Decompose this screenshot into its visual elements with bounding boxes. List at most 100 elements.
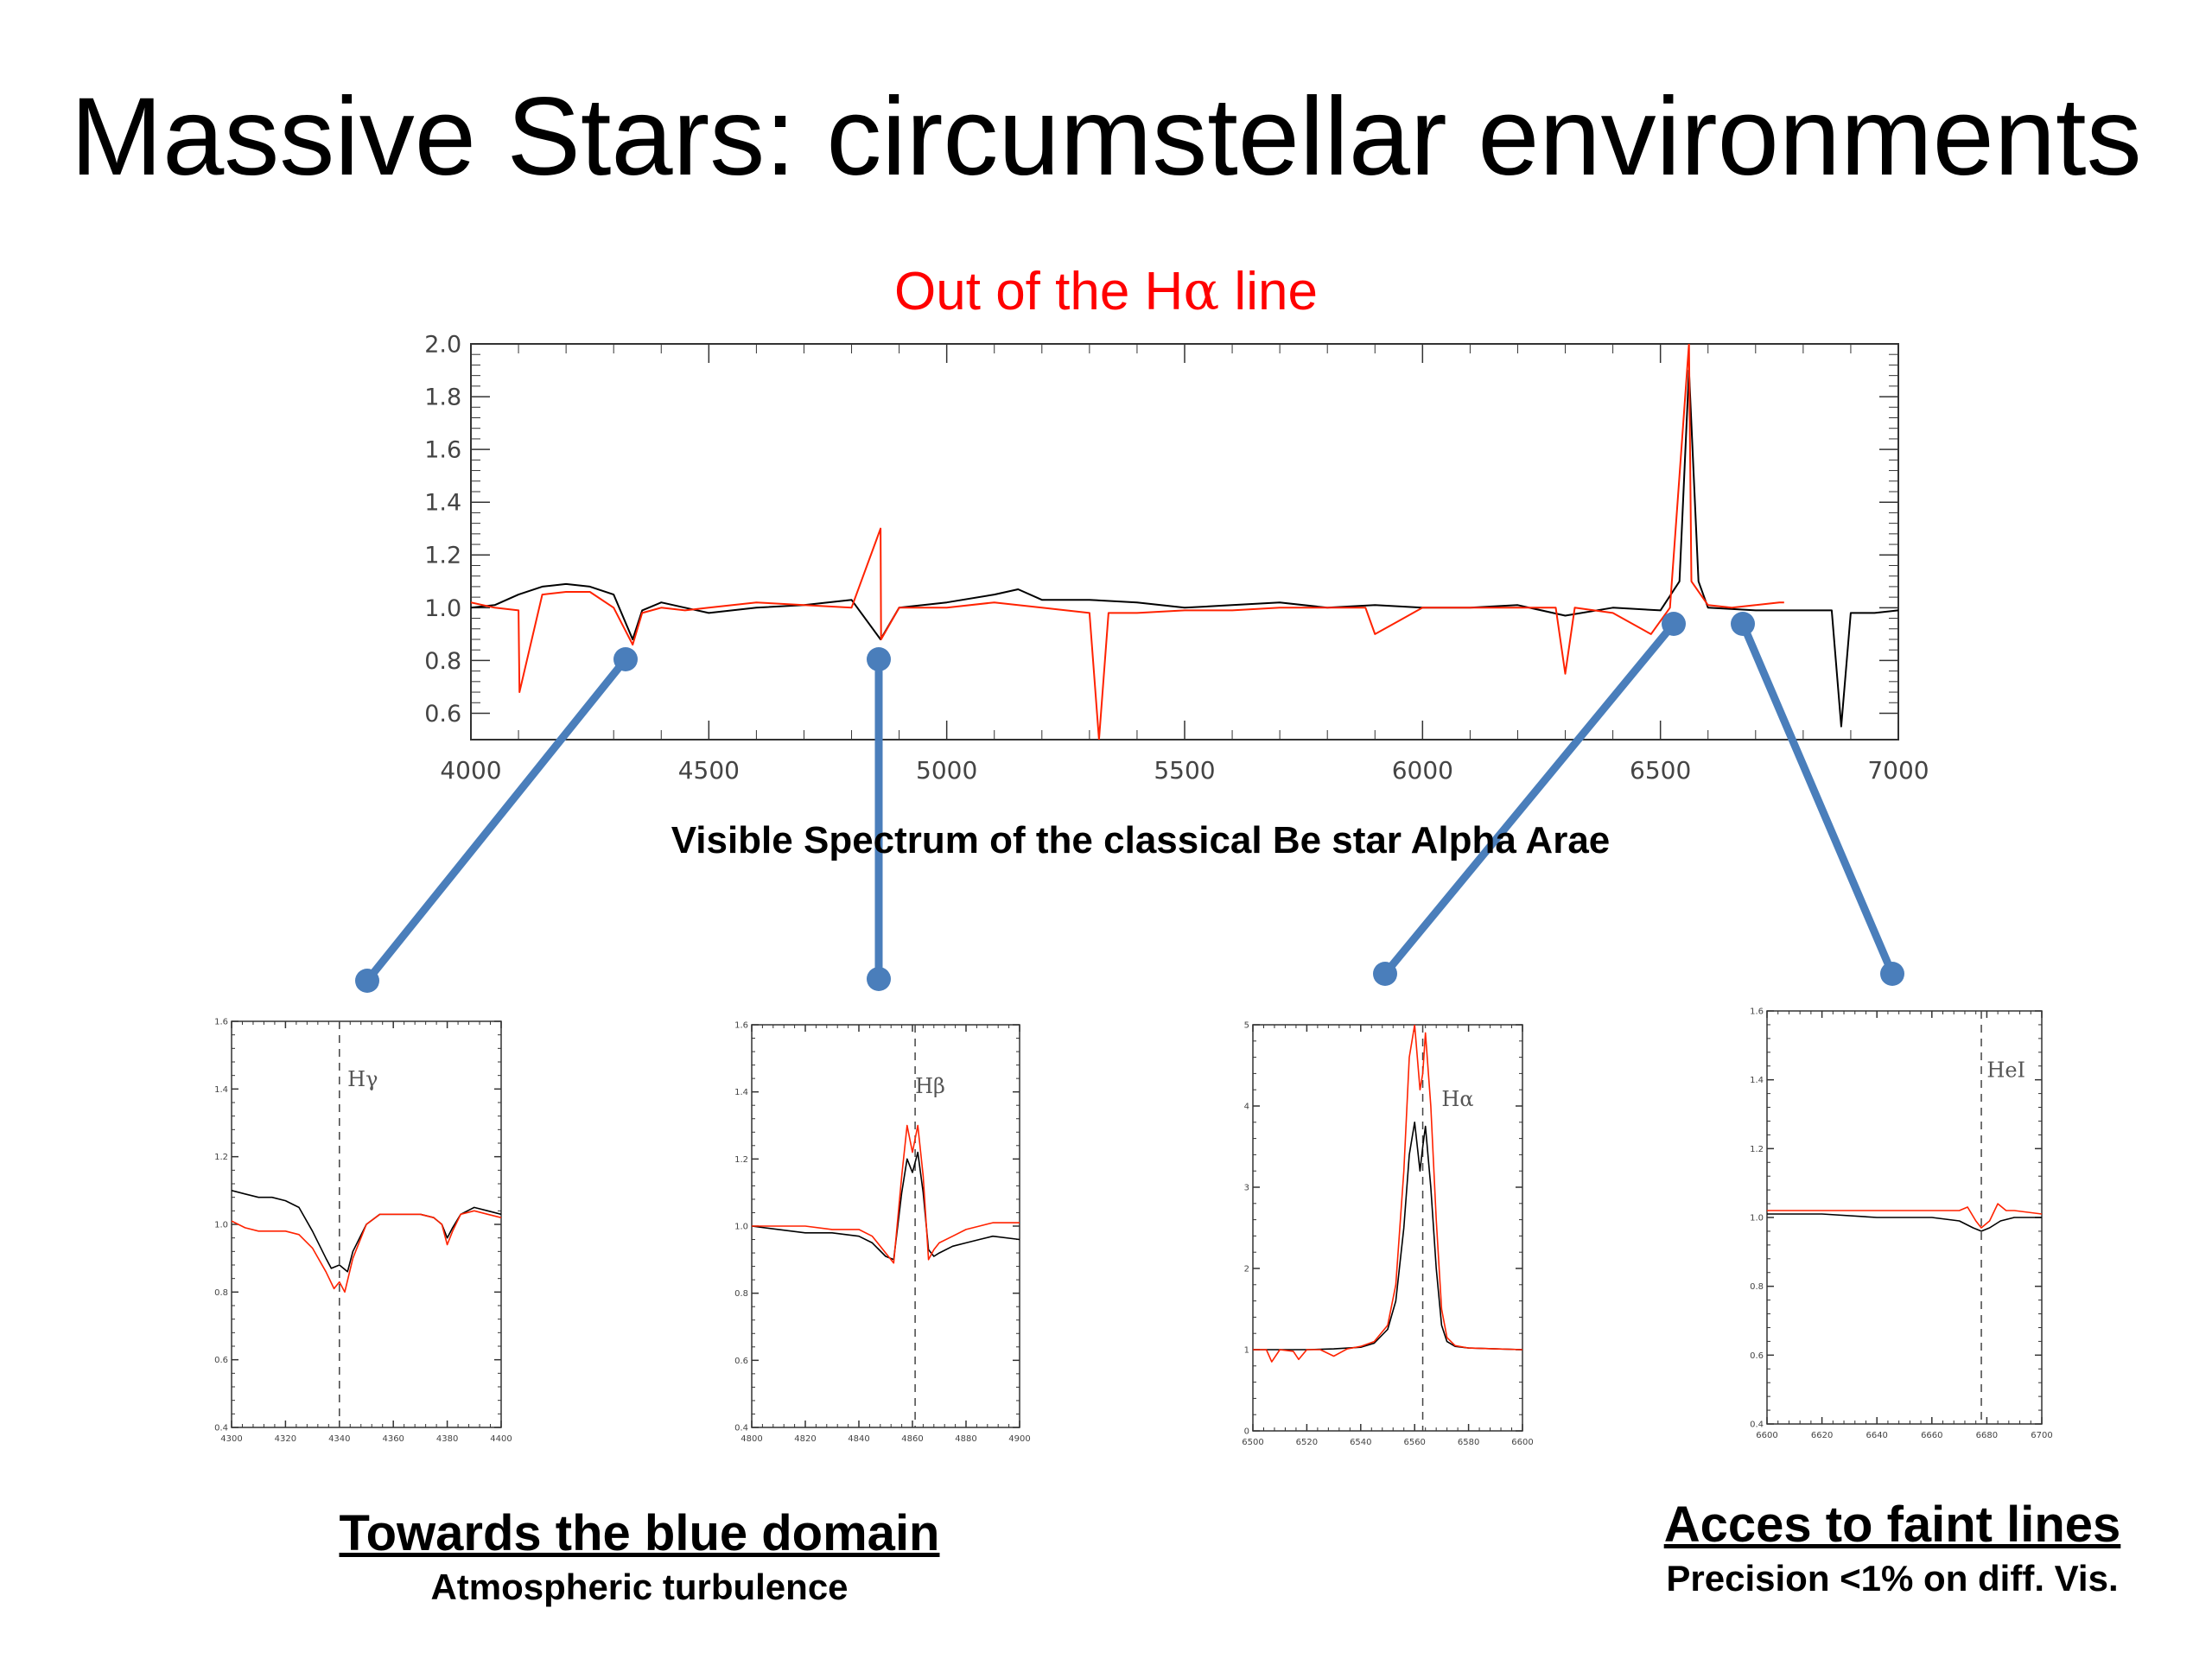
- inset-hgamma-xtick-label: 4400: [490, 1434, 512, 1444]
- inset-halpha-frame: [1252, 1024, 1523, 1432]
- note-blue-domain: Towards the blue domain Atmospheric turb…: [294, 1503, 985, 1611]
- inset-halpha-chart: 6500 6520 6540 6560 6580 6600 0 1 2 3 4 5 Hα: [1242, 1021, 1533, 1448]
- inset-hgamma-ytick-label: 1.4: [214, 1085, 228, 1095]
- inset-halpha-series-red: [1253, 1025, 1522, 1363]
- inset-hei-ytick-label: 0.6: [1750, 1351, 1764, 1361]
- note-faint-lines-heading: Acces to faint lines: [1663, 1497, 2121, 1553]
- inset-hei-line-label: HeI: [1986, 1058, 2025, 1082]
- inset-halpha-xtick-label: 6600: [1511, 1438, 1533, 1447]
- inset-hgamma-xtick-label: 4360: [382, 1434, 404, 1444]
- connector-line: [1738, 620, 1897, 978]
- connector-dot: [355, 969, 379, 993]
- inset-hei-ytick-label: 1.4: [1750, 1076, 1764, 1085]
- inset-hei-ytick-label: 0.4: [1750, 1421, 1764, 1430]
- main-xtick-label: 4000: [440, 756, 501, 785]
- main-ytick-label: 2.0: [424, 331, 461, 358]
- inset-hbeta-xtick-label: 4900: [1008, 1434, 1030, 1444]
- inset-hbeta-series-black: [752, 1151, 1020, 1261]
- subtitle-text: Out of the H: [894, 262, 1184, 321]
- main-xtick-label: 5000: [916, 756, 977, 785]
- inset-hgamma-xtick-label: 4320: [275, 1434, 296, 1444]
- inset-hgamma-xtick-label: 4340: [328, 1434, 350, 1444]
- connector-dot: [613, 647, 638, 671]
- inset-hgamma-line-label: Hγ: [347, 1067, 378, 1091]
- inset-halpha-ytick-label: 1: [1244, 1346, 1249, 1356]
- inset-hei-ytick-label: 0.8: [1750, 1282, 1764, 1292]
- inset-hei-series-black: [1767, 1213, 2042, 1232]
- inset-hei-ytick-label: 1.6: [1750, 1007, 1764, 1017]
- subtitle-text-end: line: [1219, 262, 1318, 321]
- inset-hgamma-ytick-label: 1.2: [214, 1153, 228, 1162]
- inset-hei-xtick-label: 6700: [2031, 1431, 2052, 1440]
- inset-hei-ytick-label: 1.0: [1750, 1214, 1764, 1224]
- connector-dot: [1731, 612, 1755, 636]
- subtitle-greek: α: [1183, 259, 1220, 322]
- main-ytick-label: 1.0: [424, 595, 461, 622]
- inset-hei-xtick-label: 6600: [1756, 1431, 1777, 1440]
- connector-dot: [1373, 962, 1397, 986]
- connector-line: [1381, 620, 1678, 978]
- inset-halpha-xtick-label: 6500: [1242, 1438, 1263, 1447]
- inset-hgamma-chart: 4300 4320 4340 4360 4380 4400 0.4 0.6 0.8 1.0 1.2 1…: [214, 1018, 512, 1445]
- main-xtick-label: 6000: [1392, 756, 1453, 785]
- main-ytick-label: 0.8: [424, 648, 461, 675]
- connector-line: [363, 655, 630, 985]
- inset-hgamma-ytick-label: 1.6: [214, 1018, 228, 1027]
- inset-halpha-ytick-label: 4: [1244, 1103, 1249, 1112]
- slide-title: Massive Stars: circumstellar environment…: [70, 75, 2142, 199]
- connector-dot: [867, 647, 891, 671]
- inset-hbeta-line-label: Hβ: [915, 1074, 945, 1098]
- inset-hgamma-ytick-label: 0.4: [214, 1424, 228, 1433]
- note-blue-domain-heading: Towards the blue domain: [339, 1505, 940, 1561]
- inset-hei-xtick-label: 6660: [1921, 1431, 1942, 1440]
- inset-hei-chart: 6600 6620 6640 6660 6680 6700 0.4 0.6 0.8 1.0 1.2 1…: [1750, 1007, 2053, 1441]
- main-ytick-label: 1.6: [424, 437, 461, 464]
- note-faint-lines-sub: Precision <1% on diff. Vis.: [1666, 1557, 2119, 1599]
- main-chart-caption: Visible Spectrum of the classical Be sta…: [671, 819, 1611, 861]
- inset-hgamma-xtick-label: 4380: [436, 1434, 458, 1444]
- inset-hgamma-series-red: [232, 1210, 501, 1294]
- inset-halpha-xtick-label: 6520: [1296, 1438, 1318, 1447]
- chart-subtitle: Out of the Hα line: [0, 259, 2212, 322]
- inset-hei-xtick-label: 6640: [1866, 1431, 1887, 1440]
- main-ytick-label: 1.4: [424, 490, 461, 517]
- inset-halpha-ytick-label: 5: [1244, 1021, 1249, 1031]
- inset-hei-series-red: [1767, 1203, 2042, 1229]
- inset-halpha-xtick-label: 6540: [1350, 1438, 1371, 1447]
- inset-hei-xtick-label: 6680: [1976, 1431, 1998, 1440]
- inset-halpha-ytick-label: 0: [1244, 1427, 1249, 1437]
- inset-halpha-ytick-label: 3: [1244, 1184, 1249, 1193]
- inset-hgamma-ytick-label: 0.8: [214, 1288, 228, 1298]
- main-chart: 4000 4500 5000 5500 6000 6500 7000 0.6 0.8 1.0 1.2…: [424, 331, 1929, 784]
- main-xtick-label: 5500: [1154, 756, 1215, 785]
- inset-halpha-series-black: [1253, 1122, 1522, 1351]
- inset-hgamma-xtick-label: 4300: [220, 1434, 242, 1444]
- inset-hbeta-ytick-label: 1.6: [734, 1021, 748, 1031]
- connector-dot: [1880, 962, 1904, 986]
- inset-hgamma-ytick-label: 1.0: [214, 1221, 228, 1230]
- connector-dot: [1662, 612, 1686, 636]
- inset-halpha-line-label: Hα: [1441, 1087, 1473, 1111]
- inset-hbeta-ytick-label: 0.8: [734, 1289, 748, 1299]
- inset-halpha-xtick-label: 6580: [1458, 1438, 1479, 1447]
- inset-halpha-ytick-label: 2: [1244, 1265, 1249, 1274]
- note-blue-domain-sub: Atmospheric turbulence: [430, 1566, 849, 1607]
- inset-hbeta-xtick-label: 4800: [741, 1434, 762, 1444]
- main-xtick-label: 6500: [1630, 756, 1691, 785]
- main-series-red: [471, 344, 1784, 740]
- note-faint-lines: Acces to faint lines Precision <1% on di…: [1590, 1495, 2195, 1602]
- main-xtick-label: 4500: [678, 756, 740, 785]
- inset-hbeta-ytick-label: 1.0: [734, 1223, 748, 1232]
- main-ytick-label: 0.6: [424, 701, 461, 728]
- main-series-black: [471, 369, 1898, 728]
- inset-hbeta-xtick-label: 4860: [901, 1434, 923, 1444]
- inset-hbeta-xtick-label: 4880: [955, 1434, 976, 1444]
- connector-dot: [867, 967, 891, 991]
- main-ytick-label: 1.8: [424, 385, 461, 411]
- inset-hbeta-xtick-label: 4820: [794, 1434, 816, 1444]
- inset-hgamma-ytick-label: 0.6: [214, 1356, 228, 1365]
- inset-hbeta-series-red: [752, 1124, 1020, 1264]
- main-ytick-label: 1.2: [424, 543, 461, 569]
- inset-hbeta-ytick-label: 1.4: [734, 1088, 748, 1097]
